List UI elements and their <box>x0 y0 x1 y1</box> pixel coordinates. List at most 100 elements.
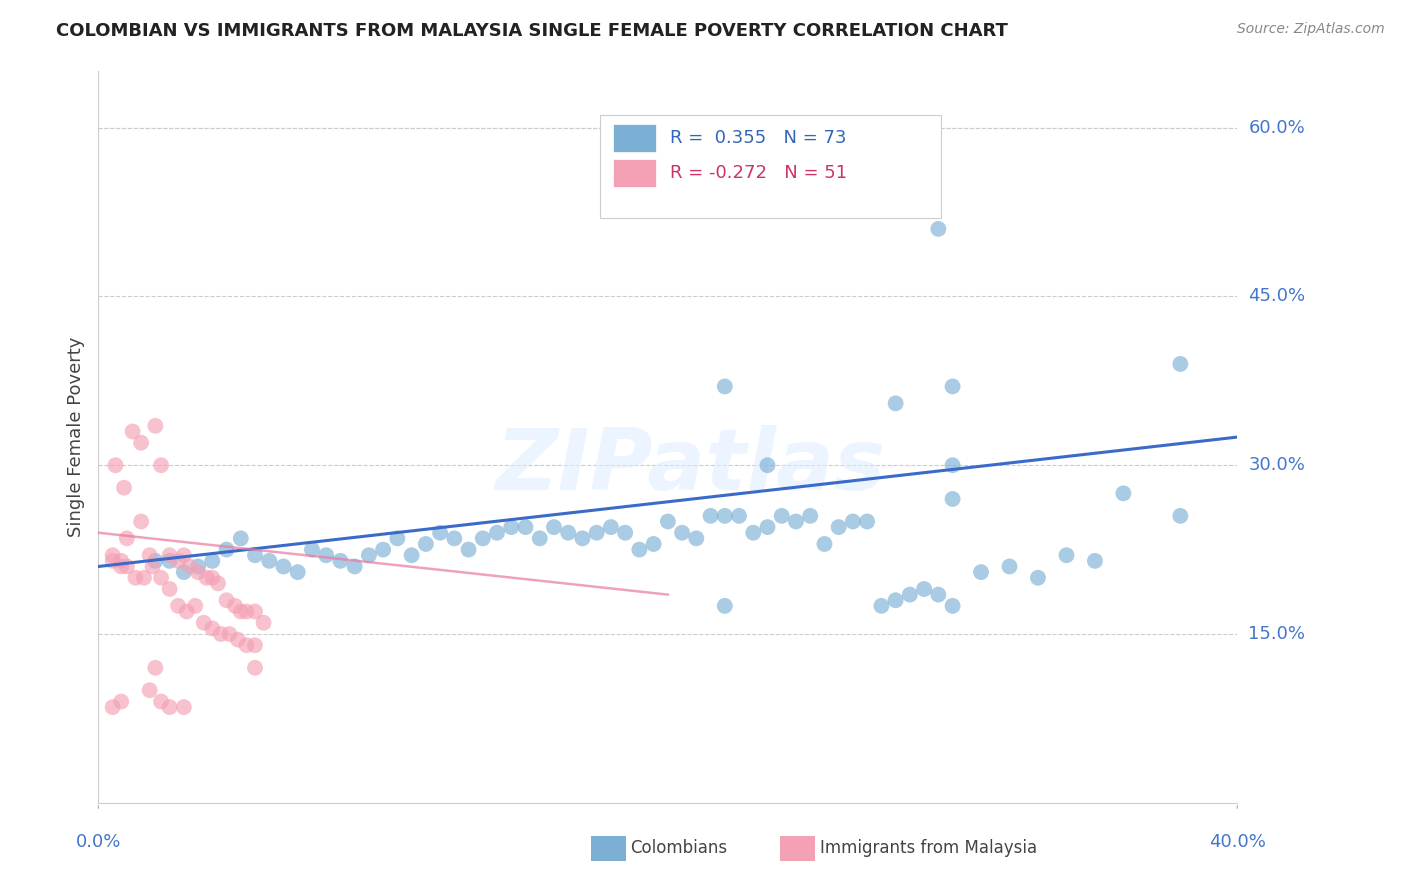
Point <box>343 559 366 574</box>
Point <box>115 532 138 546</box>
Point <box>173 548 195 562</box>
Point <box>756 520 779 534</box>
Point <box>176 605 198 619</box>
Point <box>728 508 751 523</box>
Point <box>486 525 509 540</box>
Point <box>415 537 437 551</box>
Point <box>357 548 380 562</box>
Text: Colombians: Colombians <box>630 839 727 857</box>
Point <box>529 532 551 546</box>
Point <box>201 571 224 585</box>
Text: R = -0.272   N = 51: R = -0.272 N = 51 <box>671 164 848 182</box>
Point <box>184 599 207 613</box>
Text: 45.0%: 45.0% <box>1249 287 1306 305</box>
Point <box>226 632 249 647</box>
Point <box>842 515 865 529</box>
Text: 15.0%: 15.0% <box>1249 625 1305 643</box>
Text: Source: ZipAtlas.com: Source: ZipAtlas.com <box>1237 22 1385 37</box>
Point <box>1170 508 1192 523</box>
Point <box>714 508 737 523</box>
Point <box>942 599 965 613</box>
Point <box>699 508 721 523</box>
Point <box>1056 548 1078 562</box>
Point <box>870 599 893 613</box>
Point <box>229 605 252 619</box>
Point <box>187 559 209 574</box>
Point <box>927 588 949 602</box>
Point <box>557 525 579 540</box>
Point <box>124 571 146 585</box>
Text: COLOMBIAN VS IMMIGRANTS FROM MALAYSIA SINGLE FEMALE POVERTY CORRELATION CHART: COLOMBIAN VS IMMIGRANTS FROM MALAYSIA SI… <box>56 22 1008 40</box>
Point <box>657 515 679 529</box>
Point <box>129 435 152 450</box>
Point <box>912 582 935 596</box>
Point <box>150 571 173 585</box>
Point <box>193 615 215 630</box>
Point <box>179 559 201 574</box>
Point <box>101 554 124 568</box>
Point <box>671 525 693 540</box>
Point <box>187 565 209 579</box>
Point <box>600 520 623 534</box>
Text: 40.0%: 40.0% <box>1209 833 1265 851</box>
Point <box>159 582 181 596</box>
Point <box>243 548 266 562</box>
Point <box>799 508 821 523</box>
Point <box>813 537 835 551</box>
Point <box>141 559 163 574</box>
Point <box>218 627 240 641</box>
Point <box>104 458 127 473</box>
Point <box>1112 486 1135 500</box>
Point <box>898 588 921 602</box>
Point <box>101 548 124 562</box>
Point <box>138 548 160 562</box>
Point <box>101 700 124 714</box>
Point <box>884 396 907 410</box>
Point <box>110 554 132 568</box>
Point <box>110 694 132 708</box>
Point <box>173 565 195 579</box>
Point <box>429 525 451 540</box>
Point <box>501 520 523 534</box>
Point <box>115 559 138 574</box>
Point <box>243 661 266 675</box>
Point <box>742 525 765 540</box>
Point <box>927 222 949 236</box>
FancyBboxPatch shape <box>613 124 657 152</box>
Point <box>770 508 793 523</box>
Text: Immigrants from Malaysia: Immigrants from Malaysia <box>820 839 1036 857</box>
Point <box>443 532 465 546</box>
Point <box>132 571 155 585</box>
Point <box>856 515 879 529</box>
Point <box>571 532 593 546</box>
Point <box>259 554 281 568</box>
Point <box>970 565 993 579</box>
Point <box>329 554 352 568</box>
Point <box>159 700 181 714</box>
Point <box>145 661 167 675</box>
Point <box>112 481 135 495</box>
Point <box>585 525 607 540</box>
Point <box>224 599 246 613</box>
Point <box>828 520 851 534</box>
Point <box>614 525 637 540</box>
Point <box>515 520 537 534</box>
Point <box>145 418 167 433</box>
Point <box>129 515 152 529</box>
Point <box>215 593 238 607</box>
Point <box>121 425 143 439</box>
Point <box>159 554 181 568</box>
Point <box>756 458 779 473</box>
Point <box>884 593 907 607</box>
Point <box>235 605 257 619</box>
Point <box>1026 571 1049 585</box>
Point <box>138 683 160 698</box>
Text: 30.0%: 30.0% <box>1249 456 1305 475</box>
Point <box>471 532 494 546</box>
Point <box>401 548 423 562</box>
Point <box>243 638 266 652</box>
Point <box>150 458 173 473</box>
Point <box>998 559 1021 574</box>
Point <box>145 554 167 568</box>
Point <box>201 554 224 568</box>
